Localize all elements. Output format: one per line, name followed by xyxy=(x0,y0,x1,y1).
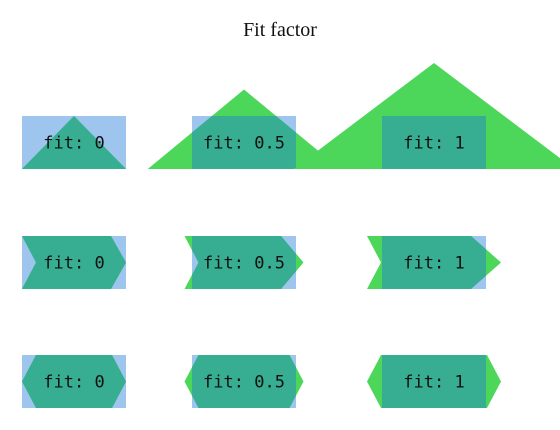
fit-label: fit: 0 xyxy=(43,134,104,154)
figure-title: Fit factor xyxy=(243,19,317,41)
triangle-cell-fit-0-5: fit: 0.5 xyxy=(147,89,341,169)
overlap-region xyxy=(192,355,296,408)
fit-label: fit: 0.5 xyxy=(203,134,285,154)
fit-label: fit: 1 xyxy=(403,254,464,274)
overlap-region xyxy=(22,355,126,408)
hexagon-cell-fit-0: fit: 0 xyxy=(22,355,126,408)
triangle-cell-fit-1: fit: 1 xyxy=(293,63,560,169)
hexagon-cell-fit-0-5: fit: 0.5 xyxy=(184,355,304,408)
fit-label: fit: 1 xyxy=(403,134,464,154)
fit-label: fit: 1 xyxy=(403,373,464,393)
fit-label: fit: 0 xyxy=(43,254,104,274)
overlap-region xyxy=(192,116,296,169)
fit-label: fit: 0.5 xyxy=(203,254,285,274)
fit-label: fit: 0 xyxy=(43,373,104,393)
chevron-cell-fit-1: fit: 1 xyxy=(367,236,501,289)
overlap-region xyxy=(382,116,486,169)
cells-layer: fit: 0 fit: 0.5 fit: 1 fit: 0 fit: 0.5 fit: 1… xyxy=(22,63,560,408)
chevron-cell-fit-0-5: fit: 0.5 xyxy=(184,236,304,289)
overlap-region xyxy=(22,236,126,289)
triangle-cell-fit-0: fit: 0 xyxy=(22,116,126,169)
hexagon-cell-fit-1: fit: 1 xyxy=(367,355,501,408)
overlap-region xyxy=(382,355,486,408)
overlap-region xyxy=(382,236,486,289)
overlap-region xyxy=(192,236,296,289)
fit-label: fit: 0.5 xyxy=(203,373,285,393)
chevron-cell-fit-0: fit: 0 xyxy=(22,236,126,289)
